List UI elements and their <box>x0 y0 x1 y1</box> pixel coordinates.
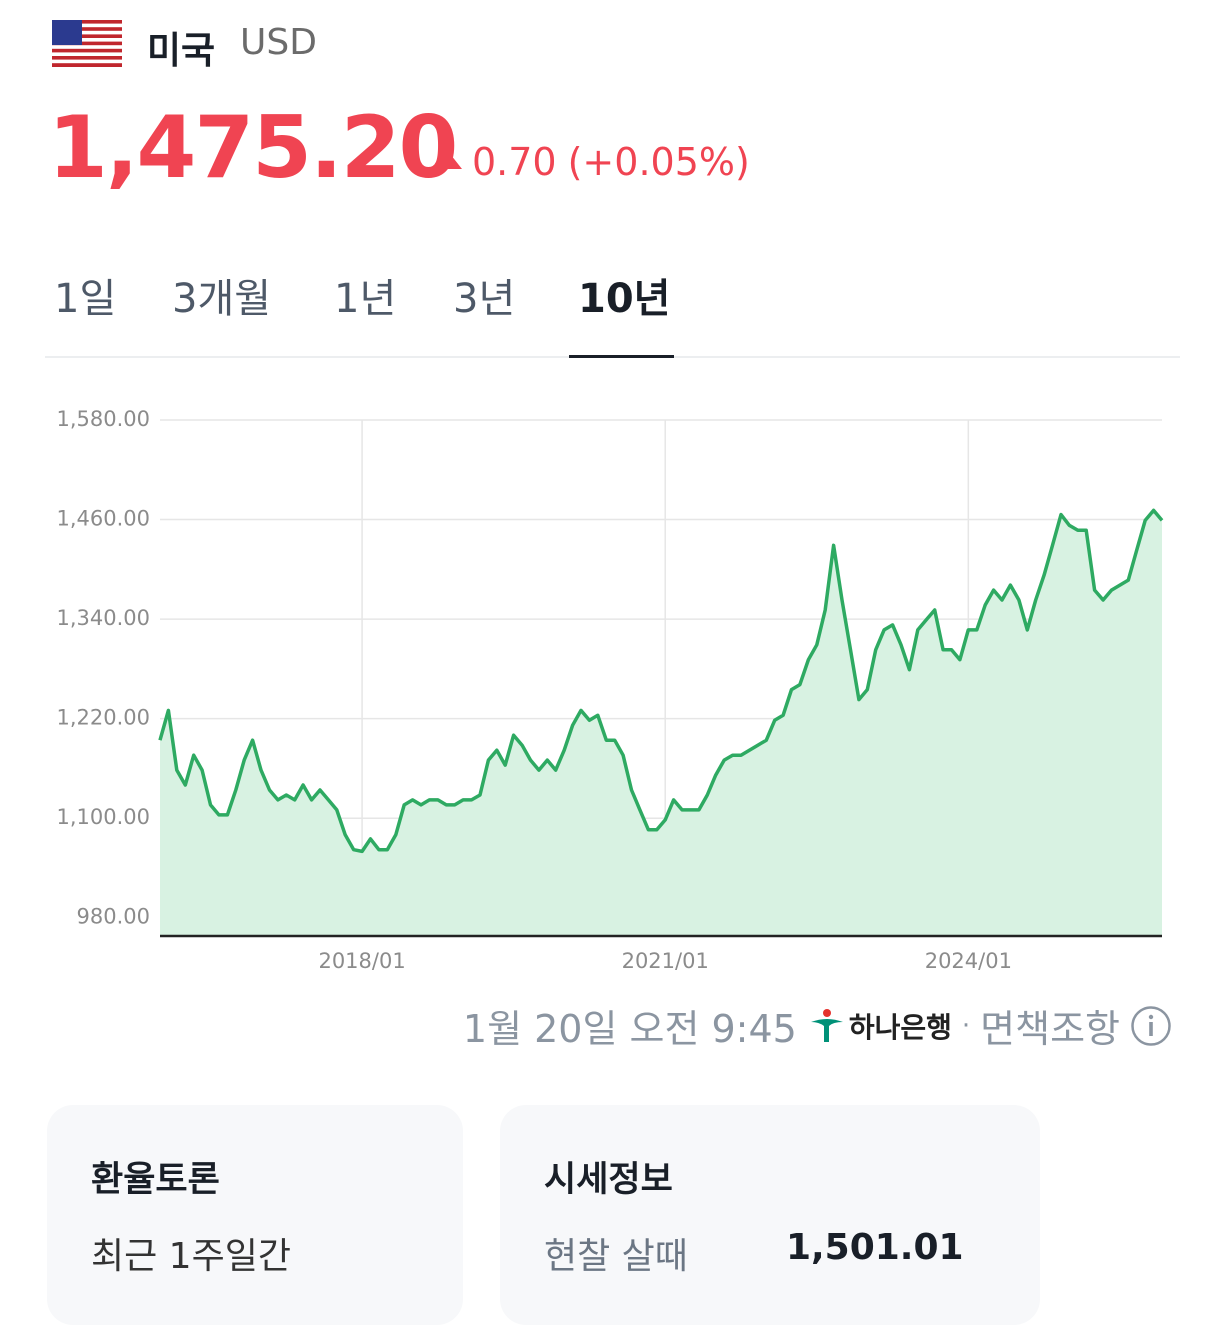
period-tab[interactable]: 3개월 <box>172 276 272 322</box>
y-tick-label: 1,100.00 <box>56 805 150 829</box>
tab-indicator <box>569 355 674 358</box>
card-title: 환율토론 <box>91 1160 220 1200</box>
area-fill <box>160 510 1162 936</box>
exchange-rate: 1,475.20 <box>48 98 458 198</box>
chart-footer: 1월 20일 오전 9:45 하나은행 · 면책조항 <box>463 998 1172 1053</box>
price-info-card[interactable]: 시세정보 현찰 살때 1,501.01 <box>500 1105 1040 1325</box>
discussion-card[interactable]: 환율토론 최근 1주일간 <box>47 1105 463 1325</box>
currency-code: USD <box>240 22 317 63</box>
page: 미국 USD 1,475.20 0.70 (+0.05%) 1일 3개월 1년 … <box>45 20 1180 1277</box>
rate-line <box>158 508 1164 854</box>
disclaimer-link[interactable]: 면책조항 <box>980 1007 1120 1051</box>
info-icon[interactable] <box>1130 1005 1172 1047</box>
us-flag <box>52 20 122 67</box>
separator: · <box>961 1010 971 1041</box>
card-value: 1,501.01 <box>785 1227 964 1268</box>
card-label: 현찰 살때 <box>544 1236 688 1277</box>
timestamp: 1월 20일 오전 9:45 <box>462 1007 797 1051</box>
bank-logo <box>810 1008 843 1042</box>
y-tick-label: 1,580.00 <box>56 407 150 431</box>
card-title: 시세정보 <box>544 1160 673 1200</box>
card-row: 현찰 살때 1,501.01 <box>544 1227 964 1279</box>
card-label: 최근 1주일간 <box>91 1236 291 1277</box>
x-tick-label: 2021/01 <box>622 949 709 973</box>
change-percent: (+0.05%) <box>567 140 750 184</box>
x-tick-label: 2024/01 <box>925 949 1012 973</box>
period-tab[interactable]: 1년 <box>334 276 397 322</box>
y-tick-label: 1,460.00 <box>56 507 150 531</box>
x-tick-label: 2018/01 <box>318 949 405 973</box>
period-tab[interactable]: 1일 <box>54 276 117 322</box>
rate-chart: 980.00 1,100.00 1,220.00 1,340.00 1,460.00 1,… <box>56 407 1164 973</box>
y-tick-label: 980.00 <box>77 905 150 929</box>
y-tick-label: 1,340.00 <box>56 606 150 630</box>
country-name: 미국 <box>147 29 216 72</box>
bank-name: 하나은행 <box>848 1010 952 1044</box>
card-row: 최근 1주일간 <box>91 1227 291 1279</box>
period-tab-active[interactable]: 10년 <box>578 276 671 322</box>
change-amount: 0.70 <box>472 140 557 184</box>
up-arrow <box>440 155 462 169</box>
y-tick-label: 1,220.00 <box>56 706 150 730</box>
rate-change: 0.70 (+0.05%) <box>440 140 750 184</box>
period-tab[interactable]: 3년 <box>453 276 516 322</box>
